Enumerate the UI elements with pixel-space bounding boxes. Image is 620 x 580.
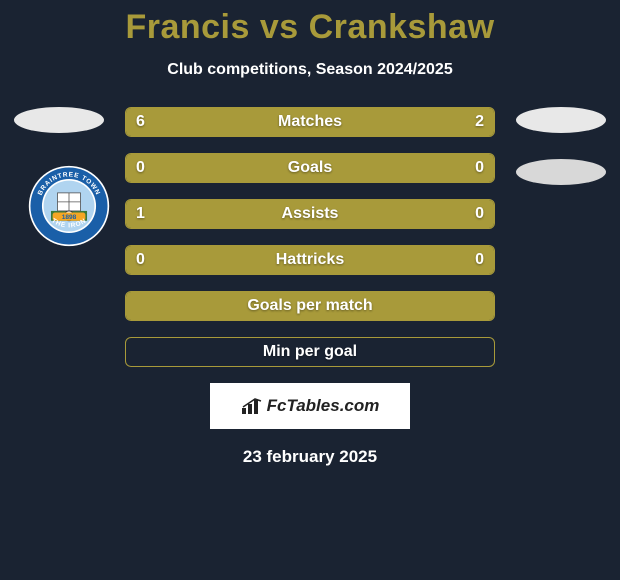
stat-label: Min per goal — [126, 338, 494, 366]
stat-fill-left — [126, 246, 310, 274]
comparison-block: 1898 BRAINTREE TOWN THE IRON 62Matches 00… — [0, 107, 620, 467]
stat-row: 62Matches — [125, 107, 495, 137]
stats-bars: 62Matches 00Goals 10Assists 00Hattricks Goal… — [125, 107, 495, 367]
date-label: 23 february 2025 — [0, 447, 620, 467]
stat-fill-right — [402, 108, 494, 136]
chart-icon — [241, 397, 263, 415]
stat-row: Min per goal — [125, 337, 495, 367]
stat-fill-left — [126, 200, 402, 228]
stat-row: Goals per match — [125, 291, 495, 321]
stat-fill-right — [310, 246, 494, 274]
stat-fill-left — [126, 108, 402, 136]
player-right-placeholder-1 — [516, 107, 606, 133]
brand-label: FcTables.com — [241, 396, 380, 416]
stat-row: 00Hattricks — [125, 245, 495, 275]
stat-row: 10Assists — [125, 199, 495, 229]
player-right-placeholder-2 — [516, 159, 606, 185]
stat-fill-right — [402, 200, 494, 228]
stat-fill-left — [126, 154, 310, 182]
page-title: Francis vs Crankshaw — [0, 0, 620, 47]
player-left-placeholder — [14, 107, 104, 133]
stat-fill-right — [310, 154, 494, 182]
subtitle: Club competitions, Season 2024/2025 — [0, 61, 620, 79]
brand-text: FcTables.com — [267, 396, 380, 416]
club-crest-left: 1898 BRAINTREE TOWN THE IRON — [28, 165, 110, 247]
stat-fill-left — [126, 292, 494, 320]
brand-badge: FcTables.com — [210, 383, 410, 429]
stat-row: 00Goals — [125, 153, 495, 183]
crest-year: 1898 — [62, 214, 77, 221]
